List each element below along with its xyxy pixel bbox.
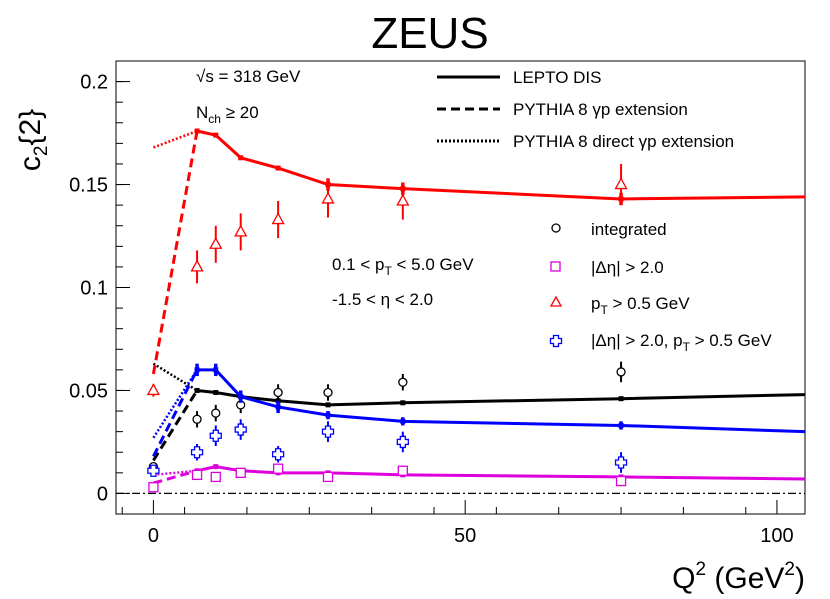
y-tick-label: 0 xyxy=(97,483,108,505)
x-axis-label: Q2 (GeV2) xyxy=(672,559,805,595)
lepto-model-point xyxy=(213,464,219,470)
annotation-nch: Nch ≥ 20 xyxy=(196,103,259,126)
data-point-cross xyxy=(190,446,204,459)
legend-label-integrated: integrated xyxy=(591,220,667,239)
data-point-cross xyxy=(321,425,335,438)
y-tick-label: 0.2 xyxy=(80,72,108,94)
legend-marker-circle xyxy=(551,223,561,233)
x-tick-label: 50 xyxy=(454,525,476,547)
legend-label-pt: pT > 0.5 GeV xyxy=(591,294,690,317)
lepto-model-point xyxy=(275,165,281,171)
data-point-circle xyxy=(616,367,626,377)
lepto-model-line xyxy=(197,368,806,434)
plot-area: 0 0.05 0.1 0.15 0.2 0 50 100 xyxy=(69,60,806,547)
lepto-model-point xyxy=(213,390,219,396)
data-point-square xyxy=(272,463,284,474)
pythia-direct-extension-line xyxy=(152,362,198,392)
data-point-triangle xyxy=(234,224,248,237)
legend-marker-triangle xyxy=(549,295,563,307)
lepto-model-point xyxy=(194,367,200,373)
data-point-triangle xyxy=(614,177,628,190)
data-point-square xyxy=(322,471,334,483)
lepto-model-point xyxy=(194,387,200,393)
legend-label-deta-pt: |Δη| > 2.0, pT > 0.5 GeV xyxy=(591,331,772,354)
pythia-gp-extension-line xyxy=(153,469,198,485)
lepto-model-point xyxy=(400,400,406,406)
x-tick-label: 0 xyxy=(148,525,159,547)
data-point-square xyxy=(148,482,159,493)
legend-marker-cross xyxy=(549,334,563,348)
data-point-circle xyxy=(211,408,221,418)
pythia-direct-extension-line xyxy=(152,369,199,439)
legend-markers: integrated |Δη| > 2.0 pT > 0.5 GeV |Δη| … xyxy=(549,220,772,354)
annotation-pt-range: 0.1 < pT < 5.0 GeV xyxy=(332,255,474,278)
lepto-model-point xyxy=(213,132,219,138)
pythia-gp-extension-line xyxy=(152,369,199,458)
lepto-model-point xyxy=(325,402,331,408)
data-point-cross xyxy=(396,435,409,449)
y-tick-label: 0.05 xyxy=(69,380,108,402)
data-point-square xyxy=(191,469,203,481)
lepto-model-point xyxy=(325,412,331,418)
data-point-triangle xyxy=(321,191,335,204)
data-point-triangle xyxy=(146,383,161,396)
legend-label-pythia-direct: PYTHIA 8 direct γp extension xyxy=(513,132,734,151)
x-tick-label: 100 xyxy=(760,525,793,547)
data-point-cross xyxy=(234,423,247,436)
pythia-direct-extension-line xyxy=(152,129,198,149)
legend-label-pythia-gp: PYTHIA 8 γp extension xyxy=(513,100,688,119)
legend-label-lepto: LEPTO DIS xyxy=(513,68,602,87)
data-point-triangle xyxy=(209,236,223,249)
data-point-square xyxy=(397,465,408,476)
data-point-circle xyxy=(398,377,408,387)
y-axis-label: c2{2} xyxy=(14,109,52,171)
lepto-model-point xyxy=(194,128,200,134)
chart-title: ZEUS xyxy=(371,9,488,58)
lepto-model-line xyxy=(196,388,806,407)
data-point-square xyxy=(615,475,627,487)
annotation-sqrt-s: √s = 318 GeV xyxy=(196,67,301,86)
pythia-direct-extension-line xyxy=(153,469,198,477)
legend-marker-square xyxy=(550,261,561,272)
data-point-cross xyxy=(614,456,628,469)
data-point-triangle xyxy=(271,212,285,225)
data-point-circle xyxy=(192,414,202,424)
data-point-cross xyxy=(209,429,222,442)
y-tick-label: 0.1 xyxy=(80,278,108,300)
annotation-eta-range: -1.5 < η < 2.0 xyxy=(332,290,433,309)
data-point-triangle xyxy=(396,193,410,206)
plot-frame xyxy=(115,60,806,515)
lepto-model-point xyxy=(275,404,281,410)
lepto-model-point xyxy=(618,396,624,402)
data-point-circle xyxy=(323,387,333,398)
data-point-triangle xyxy=(190,259,204,272)
lepto-model-point xyxy=(213,367,219,373)
lepto-model-point xyxy=(238,155,244,161)
lepto-model-point xyxy=(400,418,406,424)
data-point-cross xyxy=(147,464,160,477)
y-tick-label: 0.15 xyxy=(69,175,108,197)
data-point-cross xyxy=(271,448,285,461)
data-point-square xyxy=(210,471,221,483)
lepto-model-line xyxy=(196,129,806,201)
legend-label-deta: |Δη| > 2.0 xyxy=(591,258,664,277)
pythia-gp-extension-line xyxy=(151,130,199,375)
data-point-square xyxy=(235,467,246,478)
legend-models: LEPTO DIS PYTHIA 8 γp extension PYTHIA 8… xyxy=(437,68,734,151)
lepto-model-point xyxy=(238,394,244,400)
data-point-circle xyxy=(273,387,283,398)
lepto-model-line xyxy=(196,465,806,481)
lepto-model-point xyxy=(618,422,624,428)
